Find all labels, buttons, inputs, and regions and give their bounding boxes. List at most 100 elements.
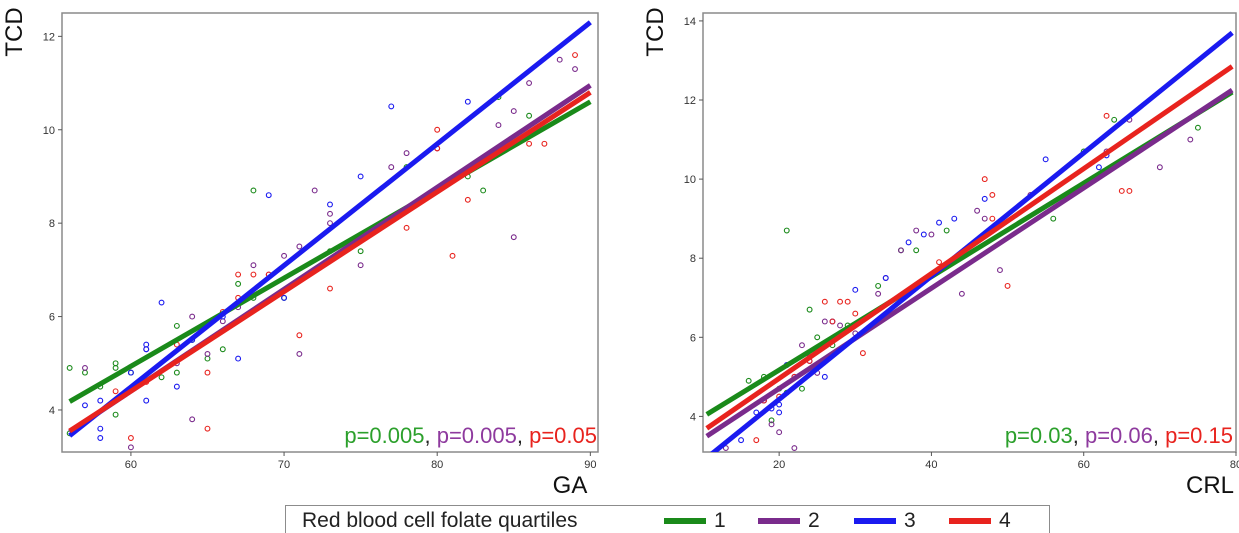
data-point-series-4 [1103,112,1110,119]
data-point-series-1 [943,227,950,234]
y-tick-label: 4 [49,405,55,417]
data-point-series-1 [913,247,920,254]
data-point-series-4 [989,215,996,222]
data-point-series-4 [541,140,548,147]
p-value-segment: , [1073,423,1085,448]
data-point-series-2 [974,207,981,214]
p-value-segment: p=0.005 [437,423,517,448]
data-point-series-4 [403,224,410,231]
legend-swatch-2 [758,518,800,524]
data-point-series-3 [920,231,927,238]
data-point-series-2 [821,318,828,325]
data-point-series-4 [250,271,257,278]
data-point-series-4 [464,196,471,203]
plot-content [705,30,1234,452]
data-point-series-3 [173,383,180,390]
x-axis-label: GA [553,472,588,499]
data-point-series-1 [745,377,752,384]
data-point-series-3 [882,275,889,281]
legend-label-3: 3 [904,509,916,532]
data-point-series-4 [204,425,211,432]
data-point-series-2 [791,445,798,451]
data-point-series-4 [127,435,134,441]
data-point-series-3 [905,239,912,246]
data-point-series-1 [783,227,790,234]
p-value-segment: p=0.06 [1085,423,1153,448]
data-point-series-1 [1111,116,1118,123]
data-point-series-1 [768,417,775,424]
data-point-series-2 [898,247,904,254]
data-point-series-4 [112,388,119,395]
data-point-series-1 [173,369,180,376]
y-tick-label: 12 [43,31,55,43]
data-point-series-1 [875,282,882,289]
data-point-series-2 [82,364,88,371]
data-point-series-2 [556,56,563,63]
legend-swatch-4 [949,518,991,524]
data-point-series-4 [852,310,859,317]
data-point-series-3 [388,103,395,110]
x-tick-label: 70 [278,459,290,471]
data-point-series-3 [97,435,104,441]
fit-line-series-4 [705,64,1234,431]
fit-line-series-4 [68,90,592,434]
data-point-series-2 [768,421,775,428]
data-point-series-1 [112,411,119,418]
data-point-series-2 [495,122,502,129]
data-point-series-3 [1095,164,1102,171]
y-tick-label: 8 [49,218,55,230]
data-point-series-4 [1118,188,1125,194]
legend-label-2: 2 [808,509,820,532]
data-point-series-2 [311,187,318,194]
data-point-series-1 [1194,124,1201,131]
data-point-series-2 [189,416,196,423]
data-point-series-2 [1187,136,1194,143]
data-point-series-2 [189,313,196,320]
data-point-series-3 [1042,156,1049,163]
data-point-series-2 [776,429,783,436]
data-point-series-3 [357,173,364,180]
data-point-series-1 [806,306,813,313]
data-point-series-1 [357,248,364,255]
data-point-series-2 [403,150,410,157]
data-point-series-4 [434,126,441,133]
data-point-series-4 [327,285,333,292]
x-tick-label: 80 [431,459,443,471]
data-point-series-4 [821,298,828,305]
data-point-series-4 [753,437,760,444]
data-point-series-2 [204,350,211,357]
x-tick-label: 20 [773,459,785,471]
p-value-segment: p=0.005 [344,423,424,448]
p-value-segment: p=0.03 [1005,423,1073,448]
data-point-series-1 [112,360,119,367]
data-point-series-3 [738,437,745,444]
y-tick-label: 12 [684,95,696,107]
chart-panel-1: 4 6 8 10 12 60 70 80 90 TCD GA p=0.005, p=0.005, p=… [1,7,599,499]
data-point-series-4 [981,176,988,183]
data-point-series-3 [158,299,165,306]
data-point-series-4 [1126,188,1133,194]
data-point-series-2 [1156,164,1163,171]
data-point-series-2 [526,80,533,87]
data-point-series-1 [480,187,487,194]
p-value-segment: , [517,423,529,448]
x-tick-label: 60 [125,459,137,471]
data-point-series-2 [296,350,303,357]
data-point-series-3 [281,294,288,301]
data-point-series-2 [958,290,965,297]
data-point-series-3 [127,369,134,376]
data-point-series-2 [250,262,257,269]
data-point-series-3 [776,409,783,416]
x-axis-label: CRL [1186,472,1234,499]
data-point-series-1 [1050,215,1057,222]
legend-label-1: 1 [714,509,726,532]
data-point-series-3 [143,397,150,404]
data-point-series-3 [327,201,333,208]
data-point-series-4 [296,332,303,339]
fit-line-series-2 [705,88,1234,439]
legend: Red blood cell folate quartiles 1 2 3 4 [285,505,1050,533]
data-point-series-2 [127,444,134,451]
p-value-segment: p=0.15 [1165,423,1233,448]
legend-label-4: 4 [999,509,1011,532]
